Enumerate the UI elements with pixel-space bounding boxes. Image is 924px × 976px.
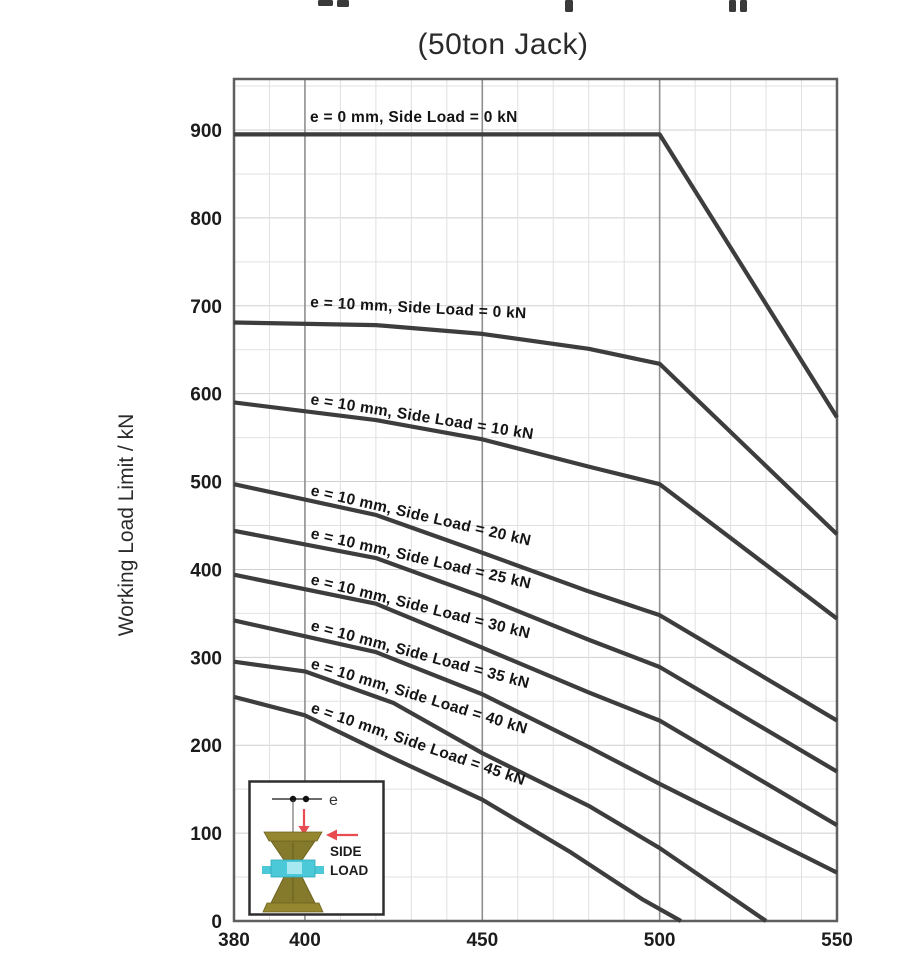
side-load-caption: SIDE	[330, 844, 362, 859]
curve-e10-sl0	[233, 320, 839, 536]
curve-label-e0-sl0: e = 0 mm, Side Load = 0 kN	[310, 109, 518, 126]
load-arrow-down-icon	[298, 826, 310, 835]
curve-e10-sl25	[233, 528, 839, 774]
curve-label-e10-sl0: e = 10 mm, Side Load = 0 kN	[310, 294, 527, 322]
cropped-artifact	[729, 0, 736, 12]
curve-e0-sl0	[234, 132, 839, 419]
y-tick-label: 0	[211, 912, 222, 933]
curve-e10-sl10	[233, 400, 839, 621]
jack-cyan-band	[287, 862, 302, 874]
curve-e10-sl20	[233, 482, 839, 723]
jack-top-flange	[263, 831, 323, 842]
curve-e10-sl30	[233, 572, 839, 828]
x-tick-label: 400	[289, 930, 321, 951]
side-load-caption: LOAD	[330, 863, 368, 878]
jack-bottom-flange	[262, 902, 324, 913]
cropped-artifact	[337, 0, 349, 7]
y-tick-label: 800	[190, 209, 222, 230]
y-tick-label: 100	[190, 824, 222, 845]
curve-e10-sl40	[233, 659, 768, 923]
jack-cyan-band	[262, 866, 272, 874]
y-tick-label: 400	[190, 560, 222, 581]
eccentricity-label: e	[329, 792, 338, 809]
cropped-artifact	[565, 0, 573, 12]
x-tick-label: 550	[821, 930, 853, 951]
curve-e10-sl35	[233, 618, 838, 875]
x-tick-label: 380	[218, 930, 250, 951]
y-axis-title: Working Load Limit / kN	[115, 413, 138, 637]
y-tick-label: 600	[190, 385, 222, 406]
y-tick-label: 700	[190, 297, 222, 318]
cropped-artifact	[740, 0, 747, 12]
side-load-arrow-icon	[326, 829, 337, 841]
inset-box	[248, 780, 385, 916]
chart-title: (50ton Jack)	[417, 28, 589, 61]
cropped-artifact	[318, 0, 333, 6]
curve-e10-sl45	[233, 694, 682, 923]
jack-cyan-band	[314, 866, 324, 874]
y-tick-label: 200	[190, 736, 222, 757]
x-tick-label: 500	[644, 930, 676, 951]
y-tick-label: 500	[190, 473, 222, 494]
plot-border	[232, 77, 839, 923]
eccentricity-dot	[289, 795, 297, 803]
y-tick-label: 900	[190, 121, 222, 142]
eccentricity-dot	[302, 795, 310, 803]
x-tick-label: 450	[466, 930, 498, 951]
y-tick-label: 300	[190, 648, 222, 669]
